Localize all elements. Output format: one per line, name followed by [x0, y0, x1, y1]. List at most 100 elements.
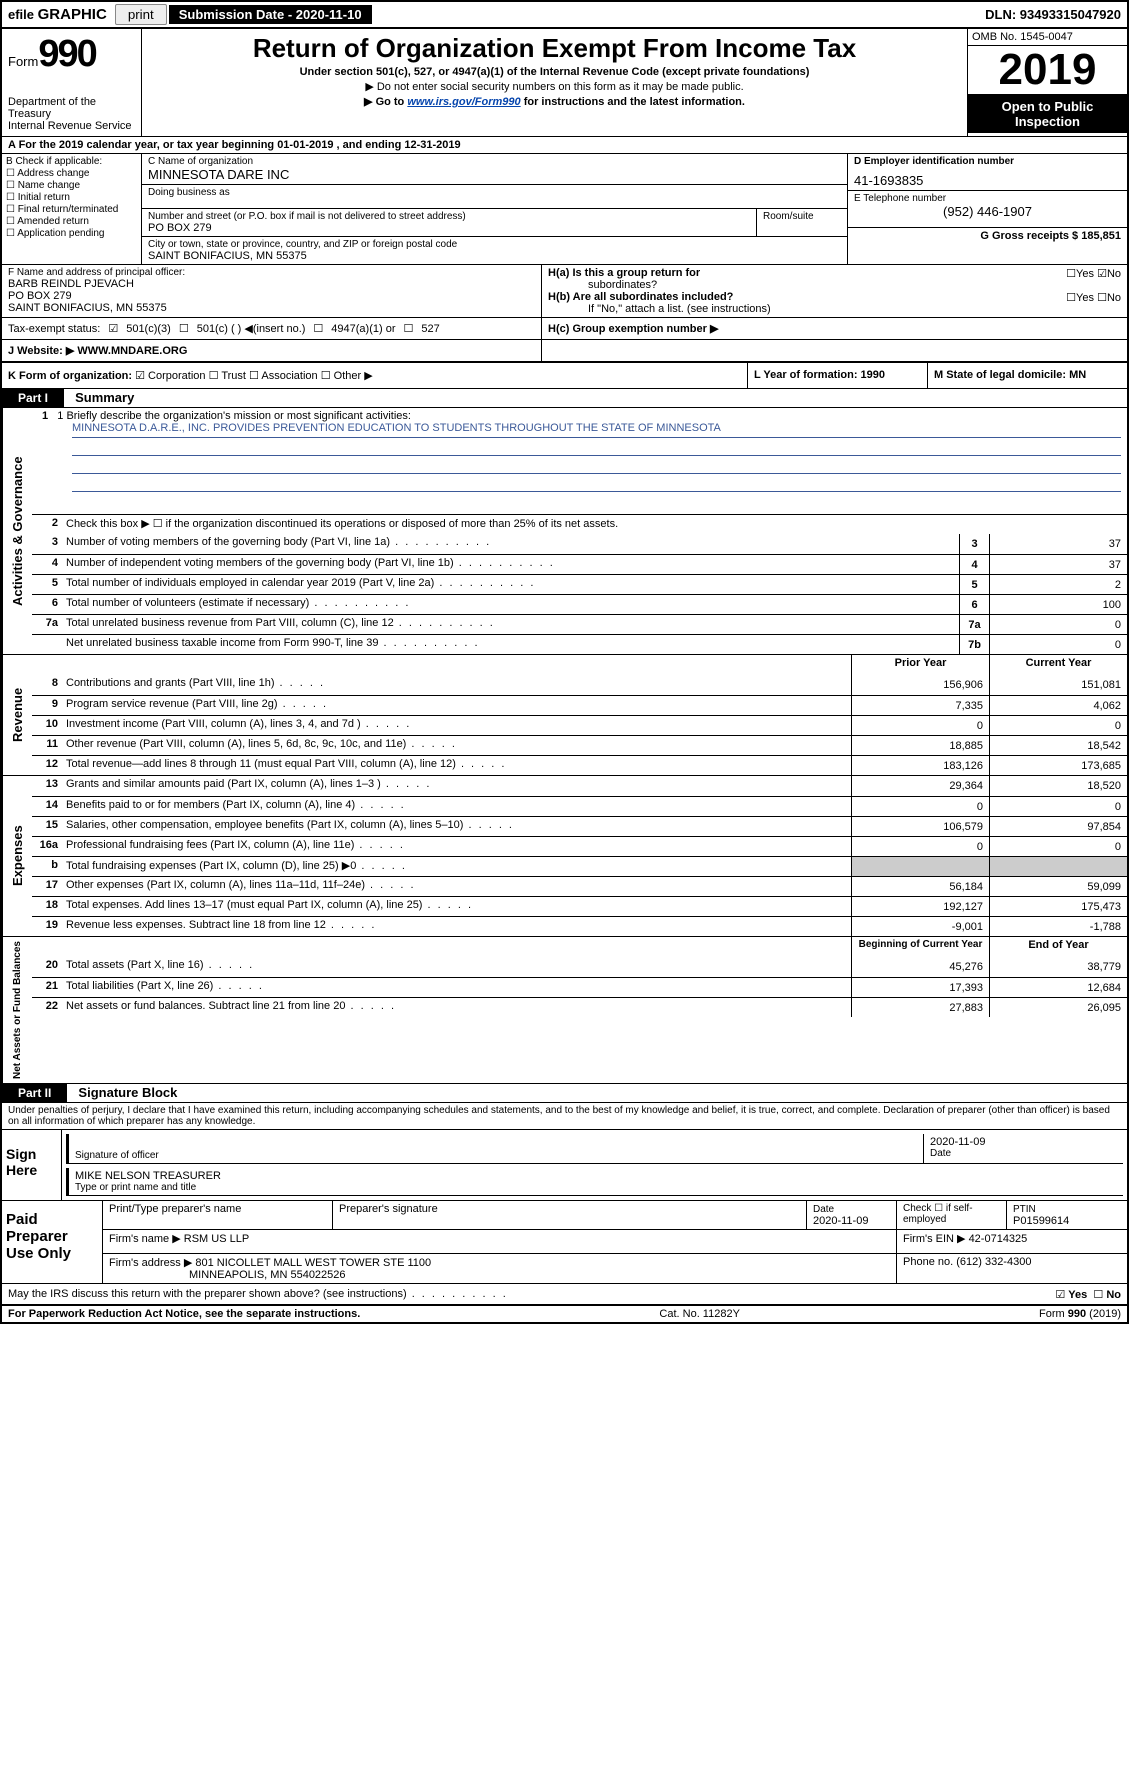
hc-group: H(c) Group exemption number ▶ — [542, 318, 1127, 339]
form-number: Form990 — [8, 33, 135, 76]
check-amended[interactable]: ☐ Amended return — [6, 216, 137, 227]
line-text: Total fundraising expenses (Part IX, col… — [62, 857, 851, 876]
current-year-value: 12,684 — [989, 978, 1127, 997]
discuss-no[interactable]: ☐ — [1093, 1288, 1103, 1301]
footer-form: Form 990 (2019) — [1039, 1308, 1121, 1320]
check-trust[interactable]: ☐ — [209, 369, 219, 382]
prep-date: 2020-11-09 — [813, 1215, 868, 1227]
check-app-pending[interactable]: ☐ Application pending — [6, 228, 137, 239]
check-address-change[interactable]: ☐ Address change — [6, 168, 137, 179]
line-text: Professional fundraising fees (Part IX, … — [62, 837, 851, 856]
hdr-end-year: End of Year — [989, 937, 1127, 957]
line-num: 21 — [32, 978, 62, 997]
prior-year-value — [851, 857, 989, 876]
prep-sig-hdr: Preparer's signature — [333, 1201, 807, 1229]
prep-name-hdr: Print/Type preparer's name — [103, 1201, 333, 1229]
line-text: Net unrelated business taxable income fr… — [62, 635, 959, 654]
line2-text: Check this box ▶ ☐ if the organization d… — [62, 515, 1127, 534]
line-text: Salaries, other compensation, employee b… — [62, 817, 851, 836]
line-num: 15 — [32, 817, 62, 836]
tax-year: 2019 — [968, 46, 1127, 95]
check-final-return[interactable]: ☐ Final return/terminated — [6, 204, 137, 215]
line-box: 7b — [959, 635, 989, 654]
room-label: Room/suite — [763, 211, 841, 222]
check-corp[interactable]: ☑ — [135, 369, 145, 382]
ein-label: D Employer identification number — [854, 156, 1121, 167]
check-name-change[interactable]: ☐ Name change — [6, 180, 137, 191]
line-value: 100 — [989, 595, 1127, 614]
line-num: 18 — [32, 897, 62, 916]
hdr-beginning: Beginning of Current Year — [851, 937, 989, 957]
sig-name: MIKE NELSON TREASURER — [75, 1170, 1117, 1182]
prep-self-employed[interactable]: Check ☐ if self-employed — [897, 1201, 1007, 1229]
line-num: 12 — [32, 756, 62, 775]
line-value: 37 — [989, 555, 1127, 574]
side-activities-governance: Activities & Governance — [2, 408, 32, 654]
current-year-value — [989, 857, 1127, 876]
line-num: 17 — [32, 877, 62, 896]
prior-year-value: 0 — [851, 797, 989, 816]
check-assoc[interactable]: ☐ — [249, 369, 259, 382]
prior-year-value: 7,335 — [851, 696, 989, 715]
website-row: J Website: ▶ WWW.MNDARE.ORG — [2, 340, 542, 361]
prior-year-value: 18,885 — [851, 736, 989, 755]
prior-year-value: 29,364 — [851, 776, 989, 796]
line-num — [32, 635, 62, 654]
sig-name-label: Type or print name and title — [75, 1182, 1117, 1193]
line-text: Total revenue—add lines 8 through 11 (mu… — [62, 756, 851, 775]
line-value: 0 — [989, 635, 1127, 654]
line-num: 16a — [32, 837, 62, 856]
side-expenses: Expenses — [2, 776, 32, 936]
current-year-value: 175,473 — [989, 897, 1127, 916]
prior-year-value: 17,393 — [851, 978, 989, 997]
line-num: 14 — [32, 797, 62, 816]
line-num: 5 — [32, 575, 62, 594]
officer-label: F Name and address of principal officer: — [8, 267, 535, 278]
current-year-value: 97,854 — [989, 817, 1127, 836]
line-text: Program service revenue (Part VIII, line… — [62, 696, 851, 715]
line-num: 7a — [32, 615, 62, 634]
form-subtitle: Under section 501(c), 527, or 4947(a)(1)… — [146, 66, 963, 78]
prior-year-value: 0 — [851, 837, 989, 856]
footer-paperwork: For Paperwork Reduction Act Notice, see … — [8, 1308, 360, 1320]
prior-year-value: 0 — [851, 716, 989, 735]
submission-date: Submission Date - 2020-11-10 — [169, 5, 372, 24]
print-button[interactable]: print — [115, 4, 167, 25]
current-year-value: 18,542 — [989, 736, 1127, 755]
goto-line: ▶ Go to www.irs.gov/Form990 for instruct… — [146, 95, 963, 108]
line-box: 4 — [959, 555, 989, 574]
line-text: Revenue less expenses. Subtract line 18 … — [62, 917, 851, 936]
prior-year-value: 156,906 — [851, 675, 989, 695]
tax-status-row: Tax-exempt status: ☑501(c)(3) ☐501(c) ( … — [2, 318, 542, 339]
check-initial-return[interactable]: ☐ Initial return — [6, 192, 137, 203]
line-text: Benefits paid to or for members (Part IX… — [62, 797, 851, 816]
form-title: Return of Organization Exempt From Incom… — [146, 33, 963, 64]
dept-treasury: Department of the Treasury — [8, 96, 135, 120]
check-501c[interactable]: ☐ — [179, 322, 189, 335]
ssn-warning: ▶ Do not enter social security numbers o… — [146, 80, 963, 93]
line-box: 6 — [959, 595, 989, 614]
check-501c3[interactable]: ☑ — [108, 322, 118, 335]
phone-value: (952) 446-1907 — [854, 204, 1121, 219]
officer-street: PO BOX 279 — [8, 290, 535, 302]
current-year-value: 0 — [989, 797, 1127, 816]
check-527[interactable]: ☐ — [404, 322, 414, 335]
prior-year-value: 106,579 — [851, 817, 989, 836]
omb-number: OMB No. 1545-0047 — [968, 29, 1127, 46]
check-4947[interactable]: ☐ — [313, 322, 323, 335]
line-num: 6 — [32, 595, 62, 614]
line-num: 11 — [32, 736, 62, 755]
irs-link[interactable]: www.irs.gov/Form990 — [407, 96, 520, 108]
side-revenue: Revenue — [2, 655, 32, 775]
state-domicile: M State of legal domicile: MN — [927, 363, 1127, 388]
check-other[interactable]: ☐ — [321, 369, 331, 382]
line-num: 4 — [32, 555, 62, 574]
line-text: Total unrelated business revenue from Pa… — [62, 615, 959, 634]
current-year-value: 18,520 — [989, 776, 1127, 796]
current-year-value: 38,779 — [989, 957, 1127, 977]
form-org-row: K Form of organization: ☑ Corporation ☐ … — [2, 363, 747, 388]
org-name-label: C Name of organization — [148, 156, 841, 167]
discuss-yes[interactable]: ☑ — [1055, 1288, 1065, 1301]
firm-name: RSM US LLP — [184, 1233, 249, 1245]
ein-value: 41-1693835 — [854, 173, 1121, 188]
